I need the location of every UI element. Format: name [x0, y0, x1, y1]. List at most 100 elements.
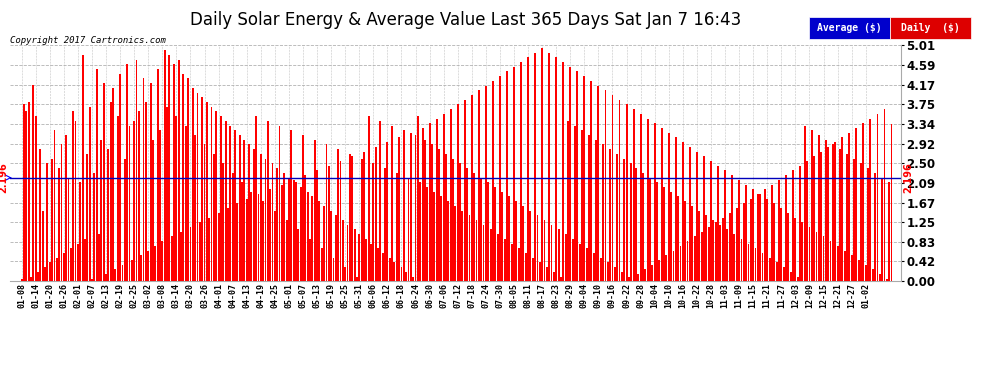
Bar — [302, 135, 304, 281]
Bar — [837, 246, 839, 281]
Bar — [677, 196, 679, 281]
Bar — [749, 199, 751, 281]
Bar — [806, 161, 808, 281]
Bar — [28, 102, 30, 281]
Bar — [860, 164, 862, 281]
Bar — [848, 133, 850, 281]
Bar — [835, 142, 837, 281]
Bar — [365, 239, 367, 281]
Bar — [363, 152, 365, 281]
Bar — [506, 71, 508, 281]
Bar — [773, 204, 775, 281]
Bar — [757, 194, 758, 281]
Bar — [539, 262, 541, 281]
Bar — [70, 248, 72, 281]
Bar — [91, 279, 93, 281]
Bar — [850, 255, 852, 281]
Bar — [122, 265, 124, 281]
Bar — [300, 187, 302, 281]
Bar — [727, 230, 729, 281]
Bar — [569, 67, 571, 281]
Bar — [35, 116, 37, 281]
Bar — [626, 104, 628, 281]
Bar — [804, 126, 806, 281]
Bar — [326, 144, 328, 281]
Bar — [262, 201, 264, 281]
Bar — [345, 267, 346, 281]
Bar — [741, 239, 742, 281]
Bar — [26, 111, 28, 281]
Bar — [612, 95, 614, 281]
Bar — [429, 123, 431, 281]
Bar — [304, 175, 306, 281]
Bar — [520, 62, 522, 281]
Bar — [45, 267, 46, 281]
Bar — [103, 83, 105, 281]
Bar — [40, 149, 42, 281]
Bar — [456, 104, 458, 281]
Bar — [590, 81, 592, 281]
Bar — [576, 71, 578, 281]
Bar — [436, 118, 438, 281]
Bar — [227, 208, 229, 281]
Bar — [401, 267, 402, 281]
Bar — [518, 248, 520, 281]
Bar — [65, 135, 67, 281]
Bar — [598, 86, 599, 281]
Bar — [785, 175, 787, 281]
Bar — [223, 164, 224, 281]
Bar — [665, 255, 667, 281]
Bar — [199, 222, 201, 281]
Bar — [816, 232, 818, 281]
Bar — [269, 189, 271, 281]
Bar — [867, 168, 869, 281]
Bar — [644, 270, 646, 281]
Bar — [154, 246, 156, 281]
Bar — [37, 272, 39, 281]
Bar — [499, 76, 501, 281]
Bar — [208, 217, 210, 281]
Bar — [420, 182, 421, 281]
Bar — [283, 173, 285, 281]
Bar — [119, 74, 121, 281]
Bar — [621, 272, 623, 281]
Bar — [475, 220, 477, 281]
Bar — [286, 220, 287, 281]
Bar — [715, 222, 717, 281]
Bar — [646, 118, 648, 281]
Bar — [778, 180, 780, 281]
Bar — [602, 144, 604, 281]
Bar — [492, 81, 494, 281]
Text: Average ($): Average ($) — [817, 23, 882, 33]
Bar — [828, 147, 830, 281]
Bar — [408, 177, 410, 281]
Bar — [843, 251, 845, 281]
Bar — [159, 130, 161, 281]
Bar — [108, 149, 109, 281]
Bar — [30, 276, 32, 281]
Bar — [600, 258, 602, 281]
Bar — [783, 267, 785, 281]
Bar — [213, 154, 215, 281]
Bar — [281, 184, 283, 281]
Bar — [480, 177, 482, 281]
Bar — [166, 107, 168, 281]
Bar — [346, 225, 348, 281]
Bar — [185, 126, 187, 281]
Bar — [649, 177, 651, 281]
Bar — [168, 55, 170, 281]
Bar — [314, 140, 316, 281]
Bar — [180, 232, 182, 281]
Bar — [410, 133, 412, 281]
Bar — [564, 234, 566, 281]
Bar — [776, 262, 777, 281]
Bar — [42, 210, 44, 281]
Bar — [862, 123, 864, 281]
Bar — [886, 279, 888, 281]
Bar — [386, 142, 388, 281]
Bar — [729, 213, 731, 281]
Bar — [710, 161, 712, 281]
Bar — [84, 239, 86, 281]
Bar — [797, 276, 799, 281]
Bar — [550, 225, 552, 281]
